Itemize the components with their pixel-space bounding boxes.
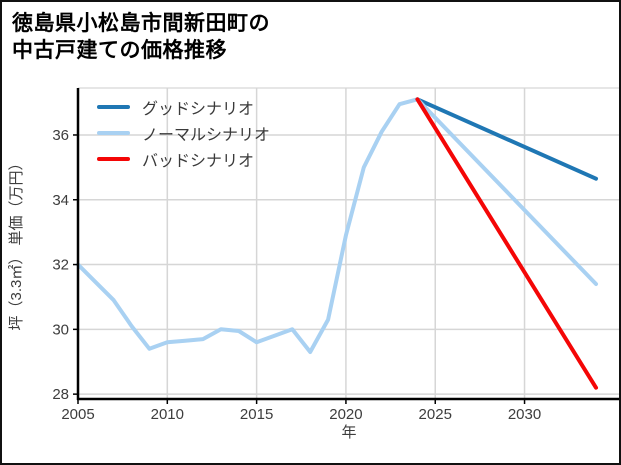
y-tick-label-32: 32 [52, 257, 69, 274]
normal-scenario-line-swatch [97, 131, 130, 135]
bad-scenario-line-swatch [97, 157, 130, 161]
chart-title: 徳島県小松島市間新田町の 中古戸建ての価格推移 [12, 10, 270, 64]
x-tick-label-2010: 2010 [151, 406, 184, 423]
legend-label-good-scenario: グッドシナリオ [142, 101, 255, 118]
y-axis-label: 坪（3.3㎡） 単価（万円） [8, 155, 25, 330]
x-tick-label-2005: 2005 [61, 406, 94, 423]
good-scenario-line-swatch [97, 105, 130, 109]
y-tick-label-28: 28 [52, 386, 69, 403]
chart-title-line-2: 中古戸建ての価格推移 [12, 39, 227, 62]
legend-label-bad-scenario: バッドシナリオ [142, 153, 255, 170]
chart-legend: グッドシナリオ ノーマルシナリオ バッドシナリオ [97, 94, 270, 172]
x-axis-label: 年 [341, 424, 356, 441]
legend-label-normal-scenario: ノーマルシナリオ [142, 127, 271, 144]
series-line-bad [415, 97, 598, 390]
series-line-good [415, 97, 598, 181]
y-tick-label-36: 36 [52, 127, 69, 144]
y-tick-label-34: 34 [52, 192, 69, 209]
legend-item-bad-scenario: バッドシナリオ [97, 146, 270, 172]
x-tick-label-2020: 2020 [329, 406, 362, 423]
x-tick-label-2030: 2030 [508, 406, 541, 423]
chart-title-line-1: 徳島県小松島市間新田町の [12, 12, 270, 35]
series-line-normal [76, 97, 598, 354]
legend-item-normal-scenario: ノーマルシナリオ [97, 120, 270, 146]
legend-item-good-scenario: グッドシナリオ [97, 94, 270, 120]
x-tick-label-2025: 2025 [419, 406, 452, 423]
y-tick-label-30: 30 [52, 321, 69, 338]
x-tick-label-2015: 2015 [240, 406, 273, 423]
